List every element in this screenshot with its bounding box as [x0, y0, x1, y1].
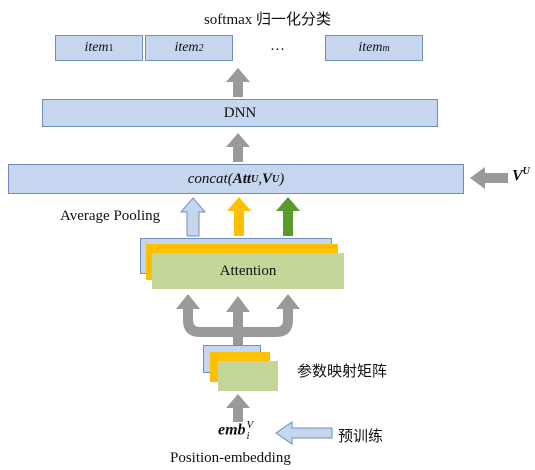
concat-att: Att [232, 170, 252, 187]
arrow-orange [227, 197, 251, 236]
item-2-name: item [174, 40, 199, 55]
item-box-m: item m [325, 35, 423, 61]
concat-v-sup: U [272, 173, 280, 185]
item-1-name: item [84, 40, 109, 55]
emb-base: emb [218, 421, 246, 439]
item-box-1: item 1 [55, 35, 143, 61]
item-box-2: item 2 [145, 35, 233, 61]
vu-side-label: VU [512, 166, 530, 185]
arrow-vu-to-concat [470, 167, 508, 189]
item-1-sub: 1 [108, 42, 114, 54]
concat-close: ) [279, 170, 285, 187]
item-2-sub: 2 [198, 42, 204, 54]
softmax-title: softmax 归一化分类 [203, 12, 332, 28]
concat-v: V [262, 170, 273, 187]
concat-func: concat( [187, 170, 233, 187]
items-ellipsis: … [270, 38, 285, 54]
pretrain-label: 预训练 [338, 429, 384, 445]
concat-comma: , [258, 170, 263, 187]
item-m-sub: m [382, 42, 390, 54]
dnn-label: DNN [223, 104, 257, 121]
emb-sub: i [246, 430, 250, 442]
arrow-pretrain-to-emb [275, 421, 333, 445]
arrow-green [276, 197, 300, 236]
item-m-name: item [358, 40, 383, 55]
concat-att-sup: U [251, 173, 259, 185]
matrix-green-layer [218, 361, 278, 391]
average-pooling-label: Average Pooling [60, 208, 161, 224]
arrow-dnn-to-items [226, 68, 250, 97]
position-embedding-label: Position-embedding [170, 450, 291, 466]
emb-sup: V [246, 419, 254, 431]
attention-box: Attention [152, 253, 344, 289]
arrow-average-pooling [179, 197, 207, 237]
vu-side-v: V [512, 167, 523, 185]
dnn-box: DNN [42, 99, 438, 127]
param-matrix-label: 参数映射矩阵 [297, 364, 388, 380]
attention-label: Attention [219, 262, 277, 279]
arrow-fork [176, 294, 300, 345]
arrow-emb-to-matrix [226, 394, 250, 422]
arrow-concat-to-dnn [226, 133, 250, 162]
vu-side-sup: U [522, 166, 530, 177]
